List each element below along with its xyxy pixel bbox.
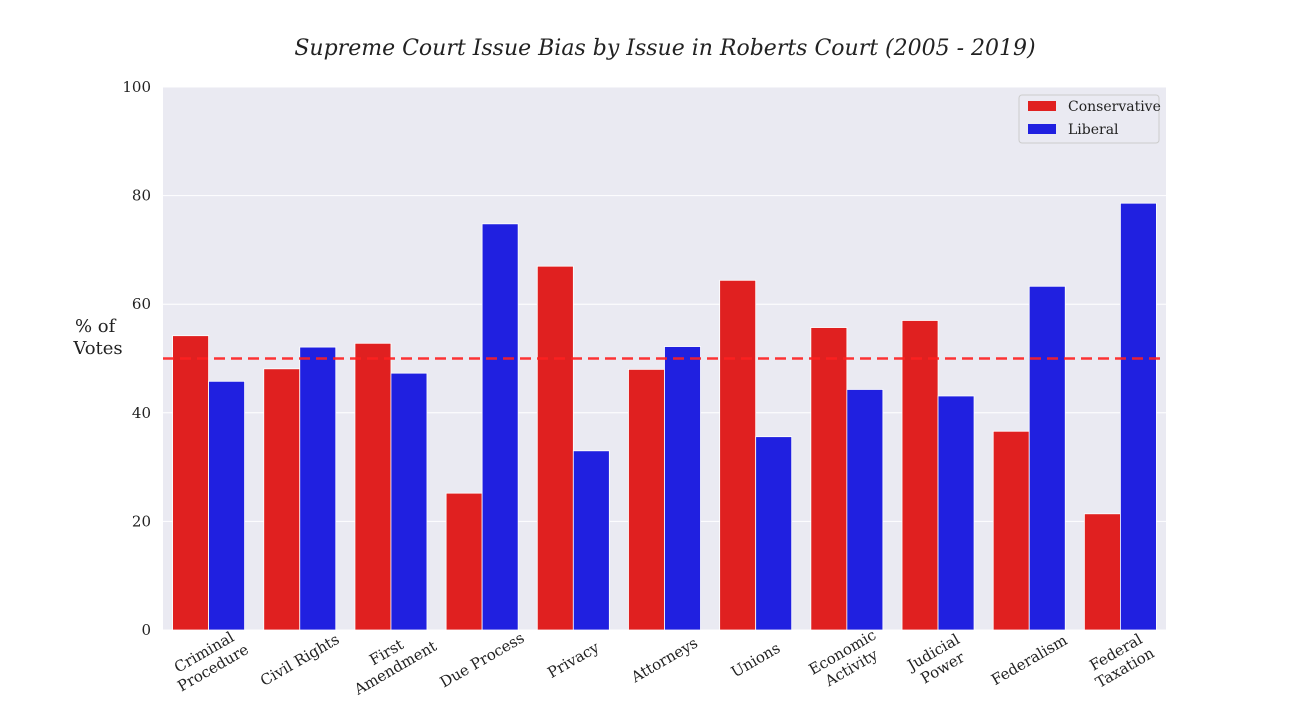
- bar-conservative-10: [1084, 513, 1121, 631]
- x-tick-label-line: Due Process: [437, 629, 528, 692]
- x-tick-label: FirstAmendment: [341, 621, 440, 699]
- bar-conservative-8: [901, 320, 939, 631]
- bar-conservative-1: [263, 368, 301, 631]
- bar-liberal-5: [664, 346, 701, 631]
- bar-liberal-9: [1028, 285, 1066, 631]
- bar-liberal-6: [755, 436, 793, 631]
- bars: [172, 202, 1157, 631]
- x-tick-label: FederalTaxation: [1083, 628, 1157, 692]
- x-tick-label: Due Process: [437, 629, 528, 692]
- x-tick-label-line: Civil Rights: [257, 630, 342, 690]
- y-axis-label-line-1: % of: [75, 316, 117, 337]
- x-axis-ticks: CriminalProcedure Civil Rights FirstAmendm…: [165, 621, 1158, 699]
- y-axis-label-line-2: Votes: [72, 338, 122, 359]
- x-tick-label: EconomicActivity: [806, 626, 889, 694]
- bar-conservative-6: [719, 279, 757, 631]
- legend-label-conservative: Conservative: [1068, 99, 1161, 115]
- y-tick-label: 80: [132, 187, 151, 205]
- y-tick-label: 20: [132, 512, 151, 530]
- bar-liberal-8: [937, 395, 975, 631]
- legend: Conservative Liberal: [1018, 94, 1161, 144]
- y-axis-label: % of Votes: [72, 316, 122, 359]
- x-tick-label: Privacy: [544, 638, 602, 682]
- bar-conservative-0: [172, 335, 209, 631]
- x-tick-label: Federalism: [988, 631, 1070, 689]
- bar-conservative-5: [628, 368, 665, 631]
- x-tick-label: Civil Rights: [257, 630, 342, 690]
- y-axis-ticks: 0 20 40 60 80 100: [122, 78, 151, 639]
- bar-liberal-7: [846, 389, 884, 631]
- legend-label-liberal: Liberal: [1068, 122, 1119, 138]
- y-tick-label: 60: [132, 295, 151, 313]
- x-tick-label-line: Privacy: [544, 638, 602, 682]
- bar-liberal-4: [572, 450, 610, 631]
- x-tick-label-line: Unions: [728, 639, 783, 681]
- bar-conservative-7: [810, 327, 848, 631]
- legend-swatch-conservative: [1028, 101, 1056, 111]
- x-tick-label: Attorneys: [627, 634, 701, 687]
- y-tick-label: 100: [122, 78, 151, 96]
- y-tick-label: 0: [141, 621, 151, 639]
- legend-swatch-liberal: [1028, 124, 1056, 134]
- bar-liberal-10: [1120, 202, 1157, 631]
- x-tick-label-line: Federalism: [988, 631, 1070, 689]
- bar-liberal-2: [390, 372, 428, 631]
- chart-title: Supreme Court Issue Bias by Issue in Rob…: [294, 36, 1035, 61]
- bar-conservative-3: [445, 492, 483, 631]
- bar-conservative-4: [536, 265, 574, 631]
- bar-conservative-9: [992, 430, 1030, 631]
- x-tick-label: CriminalProcedure: [165, 625, 251, 696]
- bar-conservative-2: [354, 342, 392, 631]
- bar-liberal-0: [208, 380, 245, 631]
- bar-liberal-1: [299, 346, 337, 631]
- x-tick-label: JudicialPower: [903, 630, 972, 691]
- bar-liberal-3: [481, 223, 519, 631]
- x-tick-label-line: Attorneys: [627, 634, 701, 687]
- x-tick-label: Unions: [728, 639, 783, 681]
- y-tick-label: 40: [132, 404, 151, 422]
